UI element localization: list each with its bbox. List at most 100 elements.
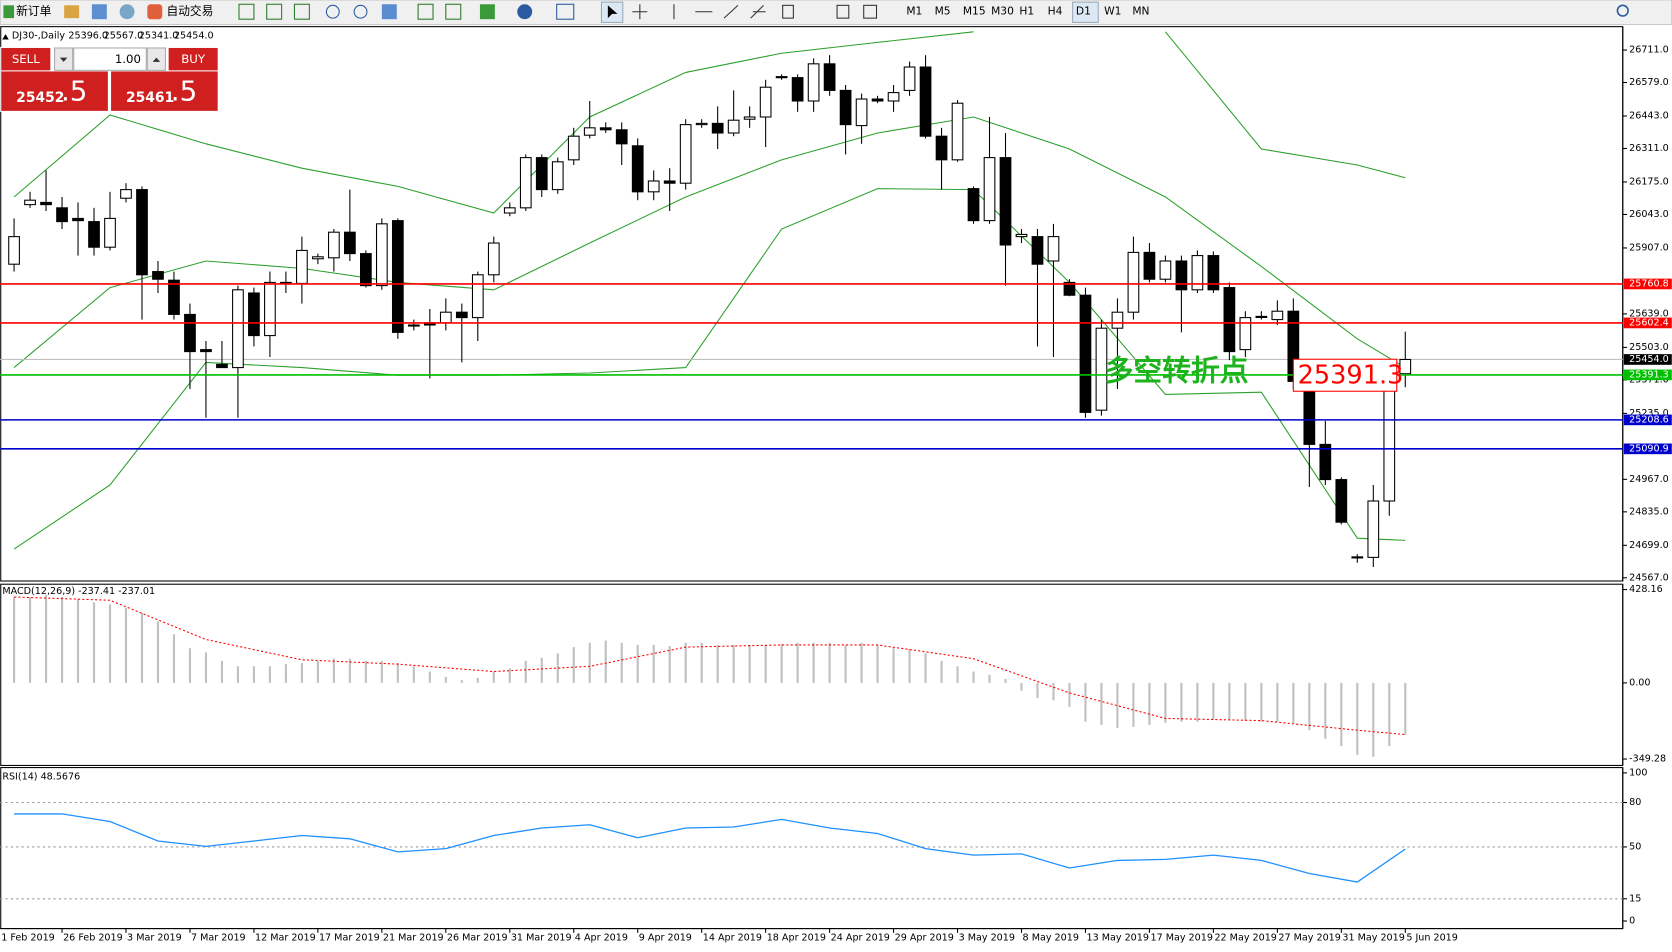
toolbar-icon[interactable] [293,3,310,20]
y-tick-label: 26311.0 [1629,143,1669,154]
toolbar-icon[interactable] [119,4,135,20]
crosshair-tool[interactable] [632,4,648,20]
timeframe-button[interactable]: H1 [1019,5,1034,18]
toolbar-icon[interactable] [91,4,107,20]
y-tick-label: 80 [1629,797,1641,808]
candle-body [951,102,964,161]
toolbar-icon[interactable] [417,3,434,20]
sell-button[interactable] [1,47,51,71]
new-order-button[interactable]: 新订单 [16,4,51,18]
candle-body [328,231,340,259]
candle-body [871,98,884,102]
candle-body [56,207,68,223]
candle-body [583,127,596,136]
x-tick-label: 5 Jun 2019 [1406,933,1458,944]
bollinger-upper [13,31,1406,214]
auto-trading-icon[interactable] [147,4,163,20]
candle-body [344,231,356,255]
y-tick-label: 26579.0 [1629,77,1669,88]
candle-body [1047,236,1060,262]
zoom-out[interactable] [353,4,368,19]
channel-tool[interactable] [750,4,766,19]
x-tick-label: 27 May 2019 [1278,933,1340,944]
bollinger-lower [13,188,1406,550]
y-tick-label: 24835.0 [1629,506,1669,517]
buy-price-box[interactable] [111,71,218,111]
timeframe-button[interactable]: M15 [963,5,986,18]
toolbar-icon[interactable] [64,5,80,19]
buy-button[interactable] [168,47,218,71]
search-button[interactable] [1616,4,1629,17]
bid-price-tail[interactable]: .5 [61,75,87,108]
candle-body [1319,443,1332,481]
timeframe-button[interactable]: W1 [1104,5,1121,18]
timeframe-button[interactable]: D1 [1076,5,1091,18]
candle-body [663,180,676,184]
candle-body [1335,479,1348,523]
fibo-tool[interactable] [782,4,794,19]
label-tool[interactable] [836,4,850,19]
trendline-tool[interactable] [723,4,739,19]
toolbar-icon[interactable] [445,3,462,20]
zoom-in[interactable] [325,4,340,19]
ohlc-label: 25567.0 [104,31,144,42]
indicator-title: MACD(12,26,9) -237.41 -237.01 [2,586,155,597]
price-level-tag [1623,414,1672,426]
candle-body [839,89,852,126]
y-tick-label: 24967.0 [1629,474,1669,485]
y-tick-label: 15 [1629,893,1641,904]
timeframe-button[interactable]: M5 [935,5,951,18]
bid-price[interactable]: 25452 [16,90,64,106]
x-tick-label: 29 Apr 2019 [895,933,954,944]
candle-body [1127,251,1140,313]
volume-input[interactable] [73,47,147,71]
candle-body [216,363,228,369]
candle-body [264,281,276,337]
candle-body [1255,315,1268,318]
price-level-label: 25760.8 [1629,278,1669,289]
bollinger-middle [13,116,1406,369]
candle-body [184,313,196,353]
price-level-label: 25602.4 [1629,317,1669,328]
candle-body [503,207,516,214]
candle-body [887,92,900,102]
arrow-tool[interactable] [863,4,878,19]
candle-body [999,157,1012,246]
new-order-icon[interactable] [3,5,15,19]
candle-body [1207,255,1220,291]
toolbar-icon[interactable] [238,3,255,20]
buy-label[interactable]: BUY [181,52,206,66]
toolbar-icon[interactable] [556,3,575,20]
toolbar-icon[interactable] [381,4,397,20]
toolbar-icon[interactable] [266,3,283,20]
x-tick-label: 26 Mar 2019 [447,933,508,944]
x-tick-label: 24 Apr 2019 [831,933,890,944]
sell-price-box[interactable] [1,71,108,111]
indicator-title: RSI(14) 48.5676 [2,772,80,783]
candle-body [1159,260,1172,280]
timeframe-button[interactable]: M30 [991,5,1014,18]
macd-signal [14,596,1406,736]
x-tick-label: 12 Mar 2019 [255,933,316,944]
timeframe-button[interactable]: H4 [1048,5,1063,18]
timeframe-button[interactable]: M1 [906,5,922,18]
candle-body [72,217,84,222]
ohlc-label: 25454.0 [174,31,214,42]
auto-trading-button[interactable]: 自动交易 [167,4,214,18]
candle-body [1063,281,1076,296]
volume-value[interactable]: 1.00 [115,52,141,66]
candle-body [360,253,372,287]
sell-label[interactable]: SELL [12,52,40,66]
ask-price-tail[interactable]: .5 [171,75,197,108]
y-tick-label: 26043.0 [1629,209,1669,220]
candle-body [200,349,212,353]
toolbar-icon[interactable] [479,4,495,20]
ask-price[interactable]: 25461 [126,90,174,106]
candle-body [136,189,148,276]
toolbar-icon[interactable] [517,4,533,20]
timeframe-button[interactable]: MN [1132,5,1149,18]
candle-body [232,289,244,369]
y-tick-label: 0.00 [1629,677,1650,688]
active-timeframe[interactable] [1072,1,1099,23]
